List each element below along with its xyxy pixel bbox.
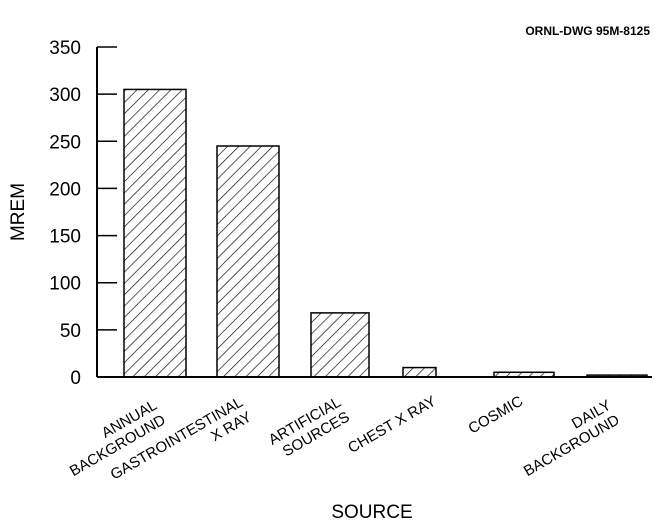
x-category-label-3-line-0: CHEST X RAY: [345, 393, 439, 457]
y-tick-label-0: 0: [70, 368, 81, 389]
y-tick-label-2: 100: [49, 274, 81, 295]
y-tick-label-3: 150: [49, 227, 81, 248]
y-tick-label-4: 200: [49, 179, 81, 200]
x-category-label-4-line-0: COSMIC: [466, 393, 527, 438]
y-tick-label-7: 350: [49, 38, 81, 59]
bar-5: [586, 374, 648, 378]
bar-2: [310, 312, 370, 378]
x-axis-title: SOURCE: [331, 502, 412, 521]
y-tick-label-5: 250: [49, 132, 81, 153]
bar-0: [123, 88, 187, 378]
bar-1: [216, 145, 280, 378]
y-tick-label-1: 50: [60, 321, 81, 342]
bar-3: [402, 366, 437, 378]
drawing-id: ORNL-DWG 95M-8125: [525, 24, 650, 38]
y-axis-ticks: 0 50 100 150 200 250 300 350: [49, 38, 117, 389]
x-category-label-3: CHEST X RAY: [345, 393, 439, 457]
bars: [123, 88, 648, 378]
bar-4: [493, 371, 555, 378]
x-category-label-4: COSMIC: [466, 393, 527, 438]
y-axis-title: MREM: [8, 183, 29, 241]
y-tick-label-6: 300: [49, 85, 81, 106]
